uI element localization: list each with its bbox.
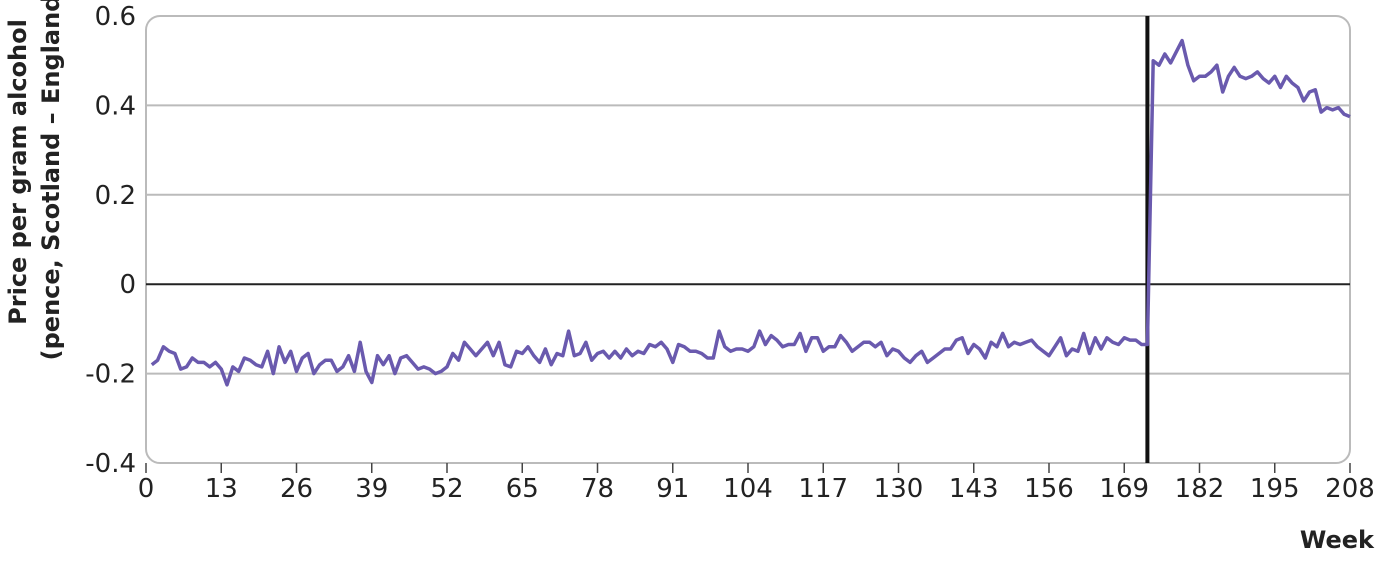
x-axis-ticks: 0 13 26 39 52 65 78 91 104 117 130 143 156 169 182 195 2… — [138, 463, 1375, 504]
series-layer — [150, 38, 1351, 387]
x-tick-label: 13 — [205, 474, 238, 504]
plot-frame — [145, 15, 1351, 464]
x-tick-label: 156 — [1024, 474, 1074, 504]
y-tick-label: 0.2 — [95, 181, 136, 211]
y-axis-ticks: -0.4 -0.2 0 0.2 0.4 0.6 — [85, 2, 136, 479]
x-tick-label: 39 — [355, 474, 388, 504]
x-tick-label: 78 — [581, 474, 614, 504]
x-tick-label: 91 — [656, 474, 689, 504]
x-tick-label: 169 — [1099, 474, 1149, 504]
x-tick-label: 130 — [874, 474, 924, 504]
y-tick-label: 0.6 — [95, 2, 136, 32]
x-axis-title: Week — [1300, 526, 1375, 554]
y-tick-label: -0.2 — [85, 360, 136, 390]
series-line — [150, 38, 1351, 387]
x-tick-label: 65 — [506, 474, 539, 504]
x-tick-label: 0 — [138, 474, 155, 504]
x-tick-label: 52 — [430, 474, 463, 504]
y-axis-title-line-2: (pence, Scotland – England) — [37, 0, 65, 360]
y-tick-label: 0 — [119, 270, 136, 300]
x-tick-label: 104 — [723, 474, 773, 504]
x-tick-label: 182 — [1175, 474, 1225, 504]
x-tick-label: 143 — [949, 474, 999, 504]
grid-lines — [146, 104, 1350, 375]
y-axis-title-line-1: Price per gram alcohol — [4, 19, 32, 325]
y-tick-label: -0.4 — [85, 449, 136, 479]
y-tick-label: 0.4 — [95, 91, 136, 121]
x-tick-label: 195 — [1250, 474, 1300, 504]
x-tick-label: 208 — [1325, 474, 1375, 504]
reference-lines — [146, 16, 1350, 463]
x-tick-label: 26 — [280, 474, 313, 504]
x-tick-label: 117 — [798, 474, 848, 504]
